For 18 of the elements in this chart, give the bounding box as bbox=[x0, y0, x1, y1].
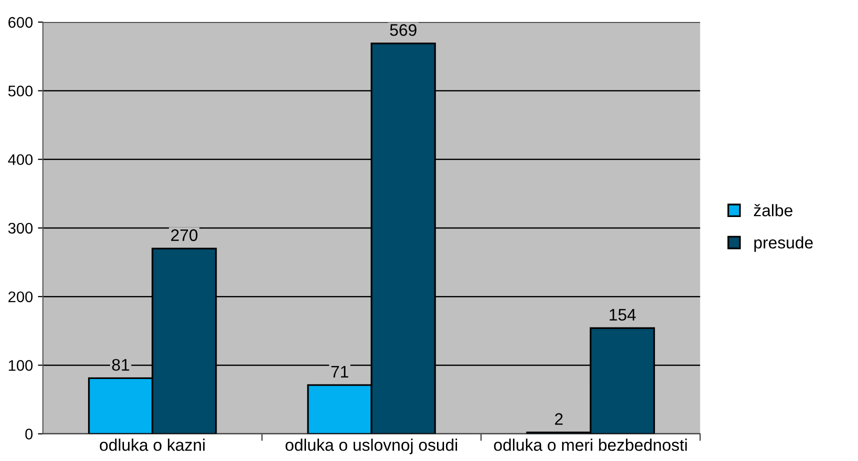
data-label: 569 bbox=[390, 24, 416, 36]
data-label: 270 bbox=[171, 229, 198, 242]
data-label: 2 bbox=[555, 413, 563, 425]
y-tick-label: 500 bbox=[8, 86, 33, 96]
legend-label: žalbe bbox=[754, 204, 792, 216]
x-tick-label: odluka o kazni bbox=[100, 438, 205, 451]
data-label: 71 bbox=[331, 366, 348, 378]
y-tick-label: 100 bbox=[8, 360, 33, 371]
y-tick-label: 600 bbox=[8, 16, 33, 28]
legend-label: presude bbox=[754, 236, 813, 252]
data-label: 81 bbox=[112, 358, 130, 371]
y-tick-label: 0 bbox=[25, 428, 33, 440]
y-tick-label: 300 bbox=[8, 222, 33, 234]
y-tick-label: 400 bbox=[8, 154, 33, 166]
y-tick-label: 200 bbox=[8, 291, 33, 302]
x-tick-label: odluka o uslovnoj osudi bbox=[286, 438, 458, 454]
data-label: 154 bbox=[610, 309, 636, 321]
x-tick-label: odluka o meri bezbednosti bbox=[494, 438, 687, 451]
